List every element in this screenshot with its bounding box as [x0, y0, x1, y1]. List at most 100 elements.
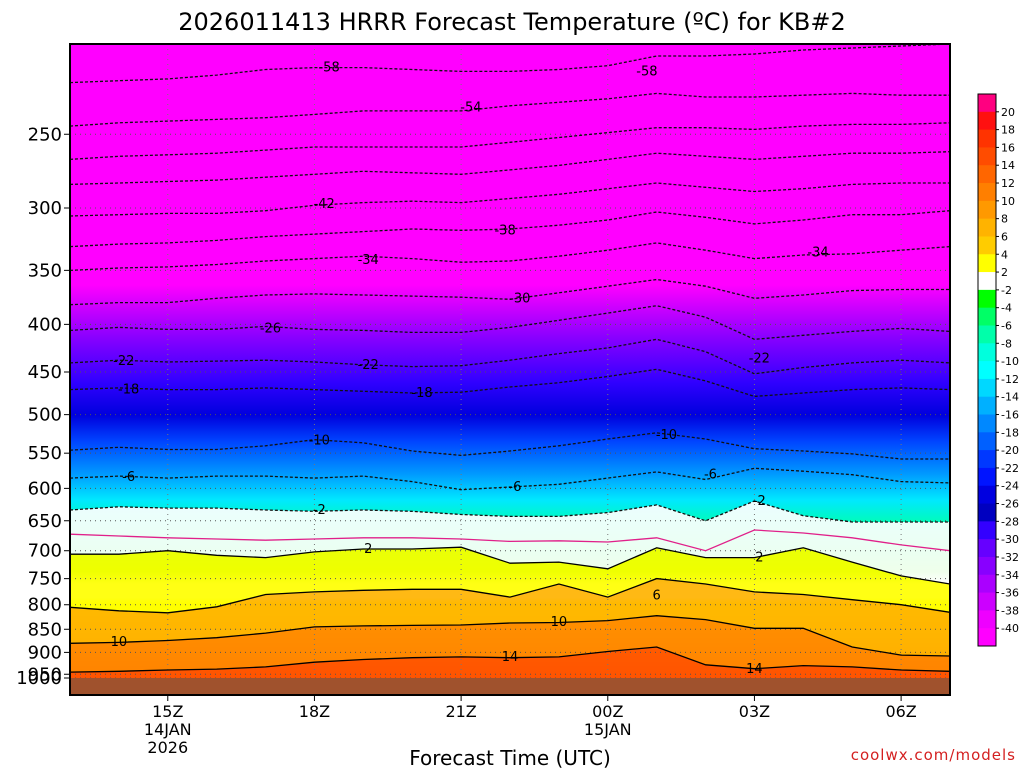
- isotherm-label: -18: [411, 386, 432, 401]
- colorbar-cell: [978, 94, 996, 113]
- colorbar-label: 20: [1001, 106, 1015, 119]
- isotherm-label: 10: [111, 635, 128, 650]
- ground-surface: [70, 678, 950, 695]
- isotherm-label: -6: [508, 480, 521, 495]
- colorbar-label: -22: [1001, 462, 1019, 475]
- x-tick-label: 2026: [147, 738, 188, 757]
- colorbar-cell: [978, 325, 996, 344]
- colorbar-label: -4: [1001, 302, 1012, 315]
- isotherm-label: 14: [502, 650, 519, 665]
- band-6-to-2: [70, 547, 950, 613]
- colorbar-cell: [978, 361, 996, 380]
- isotherm-label: -38: [494, 223, 515, 238]
- colorbar-label: -32: [1001, 551, 1019, 564]
- isotherm-label: -22: [358, 358, 379, 373]
- colorbar-cell: [978, 432, 996, 451]
- colorbar-frame: [977, 93, 997, 647]
- colorbar-cell: [978, 218, 996, 237]
- x-tick-label: 18Z: [299, 702, 330, 721]
- colorbar-cell: [978, 343, 996, 362]
- y-tick-label: 550: [28, 443, 62, 464]
- y-tick-label: 350: [28, 260, 62, 281]
- isotherm-10: [70, 615, 950, 657]
- colorbar-cell: [978, 539, 996, 558]
- colorbar-cell: [978, 236, 996, 255]
- colorbar-label: -2: [1001, 284, 1012, 297]
- colorbar-label: 4: [1001, 248, 1008, 261]
- colorbar-cell: [978, 147, 996, 166]
- band-2-to-0: [70, 530, 950, 584]
- y-tick-label: 250: [28, 124, 62, 145]
- isotherm-label: -6: [704, 468, 717, 483]
- colorbar-cell: [978, 307, 996, 326]
- y-tick-label: 800: [28, 595, 62, 616]
- x-tick-label: 14JAN: [144, 720, 192, 739]
- isotherm-label: -26: [260, 321, 281, 336]
- colorbar-cell: [978, 485, 996, 505]
- colorbar-label: -18: [1001, 426, 1019, 439]
- colorbar-label: -36: [1001, 587, 1019, 600]
- isotherm-label: -34: [807, 246, 828, 261]
- plot-frame: [69, 43, 951, 696]
- y-tick-label: 900: [28, 642, 62, 663]
- isotherm-14: [70, 646, 950, 673]
- isotherm-6: [70, 577, 950, 614]
- colorbar-label: -40: [1001, 622, 1019, 635]
- colorbar-cell: [978, 165, 996, 184]
- colorbar-cell: [978, 467, 996, 487]
- colorbar-cell: [978, 574, 996, 594]
- isotherm-minus2: [70, 500, 950, 523]
- y-tick-label: 950: [28, 664, 62, 685]
- y-tick-label: 650: [28, 511, 62, 532]
- y-tick-label: 850: [28, 619, 62, 640]
- isotherm-label: 14: [746, 662, 763, 677]
- isotherm-label: -22: [749, 351, 770, 366]
- isotherm-label: -30: [509, 291, 530, 306]
- band-10-to-6: [70, 578, 950, 656]
- colorbar-cell: [978, 111, 996, 131]
- colorbar-cell: [978, 254, 996, 273]
- colorbar-label: -30: [1001, 533, 1019, 546]
- isotherm-label: 2: [755, 551, 763, 566]
- credit-text: coolwx.com/models: [851, 746, 1016, 764]
- colorbar-cell: [978, 414, 996, 433]
- colorbar-cell: [978, 592, 996, 611]
- colorbar-cell: [978, 396, 996, 416]
- colorbar-cell: [978, 200, 996, 220]
- isotherm-minus46: [70, 151, 950, 186]
- colorbar-cell: [978, 628, 996, 647]
- isotherm-label: -18: [118, 383, 139, 398]
- isotherm-minus54: [70, 92, 950, 127]
- colorbar-cell: [978, 272, 996, 291]
- isotherm-label: -58: [318, 61, 339, 76]
- y-tick-label: 300: [28, 198, 62, 219]
- isotherm-label: 10: [551, 615, 568, 630]
- isotherm-label: -6: [122, 470, 135, 485]
- y-tick-label: 500: [28, 405, 62, 426]
- x-tick-label: 15JAN: [584, 720, 632, 739]
- y-tick-label: 1000: [16, 668, 62, 689]
- x-axis-label: Forecast Time (UTC): [409, 746, 611, 768]
- isotherm-minus6: [70, 467, 950, 491]
- colorbar-label: -28: [1001, 515, 1019, 528]
- isotherm-label: -10: [309, 433, 330, 448]
- isotherm-label: 2: [364, 542, 372, 557]
- colorbar-label: 14: [1001, 159, 1015, 172]
- isotherm-minus58: [70, 44, 950, 84]
- isotherm-label: -54: [460, 101, 481, 116]
- y-tick-label: 400: [28, 314, 62, 335]
- isotherm-minus34: [70, 242, 950, 272]
- y-tick-label: 750: [28, 569, 62, 590]
- isotherm-2: [70, 546, 950, 585]
- colorbar-label: 10: [1001, 195, 1015, 208]
- y-tick-label: 700: [28, 541, 62, 562]
- chart-title: 2026011413 HRRR Forecast Temperature (ºC…: [178, 8, 846, 36]
- isotherm-minus18: [70, 368, 950, 398]
- color-legend: 20 18 16 14 12 10 8 6 4 2 -2 -4 -6 -8 -10 -12 -14 -16 -18 -…: [977, 93, 1019, 647]
- colorbar-label: 2: [1001, 266, 1008, 279]
- isotherm-lines: [70, 44, 950, 692]
- colorbar-label: 12: [1001, 177, 1015, 190]
- colorbar-cell: [978, 503, 996, 522]
- isotherm-minus38: [70, 210, 950, 248]
- colorbar-label: -10: [1001, 355, 1019, 368]
